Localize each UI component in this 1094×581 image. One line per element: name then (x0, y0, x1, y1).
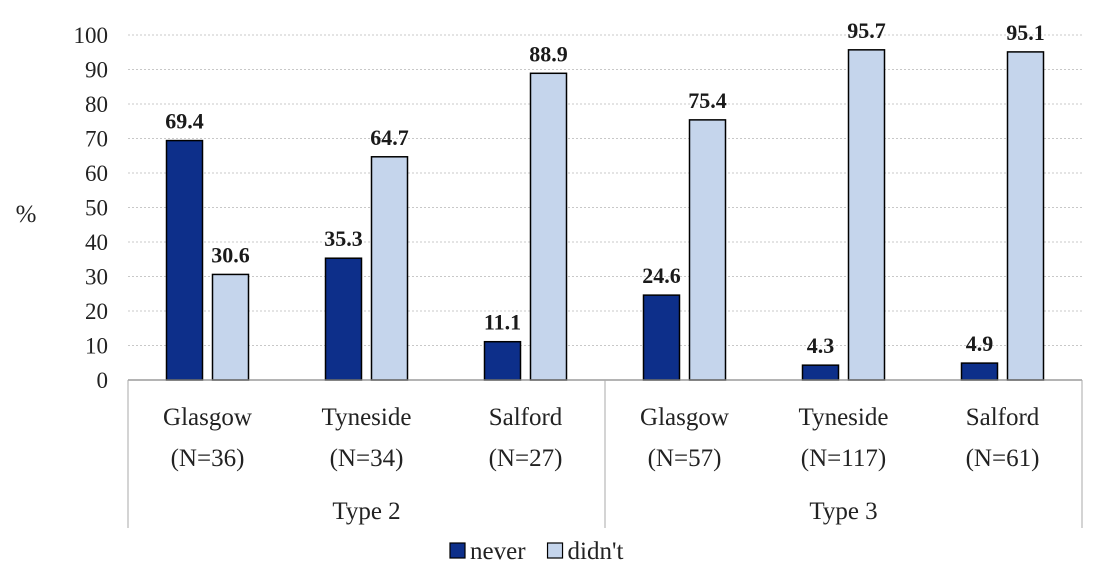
category-labels: Glasgow (N=36) Tyneside (N=34) Salford (N=27)… (163, 404, 1040, 472)
data-label: 24.6 (642, 263, 681, 288)
y-axis-label: % (16, 201, 37, 228)
group-labels: Type 2 Type 3 (332, 498, 877, 525)
category-count: (N=57) (648, 445, 722, 472)
bar-didnt (688, 119, 727, 381)
y-tick-label: 100 (74, 23, 109, 48)
data-label: 95.1 (1006, 20, 1045, 45)
data-label: 64.7 (370, 125, 409, 150)
group-label: Type 3 (809, 498, 877, 525)
legend-swatch (546, 542, 564, 559)
data-label: 4.3 (807, 333, 835, 358)
data-label: 75.4 (688, 88, 727, 113)
category-label: Salford (489, 404, 563, 431)
bar-didnt (847, 49, 886, 381)
bar-never (960, 362, 999, 381)
y-tick-label: 60 (85, 161, 108, 186)
y-tick-label: 40 (85, 230, 108, 255)
group-label: Type 2 (332, 498, 400, 525)
y-tick-label: 50 (85, 196, 108, 221)
category-count: (N=36) (171, 445, 245, 472)
data-label: 88.9 (529, 41, 568, 66)
x-axis (127, 379, 1083, 528)
y-axis-ticks: 0 10 20 30 40 50 60 70 80 90 100 (74, 23, 109, 393)
gridlines (128, 34, 1082, 346)
bar-didnt (529, 72, 568, 381)
category-label: Tyneside (799, 404, 889, 431)
data-label: 4.9 (966, 331, 994, 356)
data-label: 11.1 (484, 310, 521, 335)
bars (165, 49, 1045, 381)
y-tick-label: 90 (85, 58, 108, 83)
data-label: 30.6 (211, 242, 250, 267)
y-tick-label: 20 (85, 299, 108, 324)
bar-never (165, 139, 204, 381)
category-label: Glasgow (640, 404, 729, 431)
bar-didnt (211, 273, 250, 381)
bar-didnt (1006, 51, 1045, 381)
y-tick-label: 70 (85, 127, 108, 152)
category-label: Salford (966, 404, 1040, 431)
data-label: 69.4 (165, 109, 204, 134)
y-tick-label: 80 (85, 92, 108, 117)
category-count: (N=34) (330, 445, 404, 472)
legend-label: never (470, 538, 526, 565)
bar-never (324, 257, 363, 381)
bar-never (483, 340, 522, 381)
bar-never (642, 294, 681, 381)
data-label: 35.3 (324, 226, 363, 251)
y-tick-label: 30 (85, 265, 108, 290)
y-tick-label: 10 (85, 334, 108, 359)
legend-label: didn't (568, 538, 624, 565)
category-label: Glasgow (163, 404, 252, 431)
category-count: (N=117) (801, 445, 886, 472)
legend-swatch (449, 542, 466, 559)
data-label: 95.7 (847, 18, 886, 43)
category-label: Tyneside (322, 404, 412, 431)
y-tick-label: 0 (97, 368, 109, 393)
data-labels: 69.4 30.6 35.3 64.7 11.1 88.9 24.6 75.4 4.3 95.7 4… (165, 18, 1045, 358)
category-count: (N=61) (966, 445, 1040, 472)
bar-never (801, 364, 840, 381)
bar-didnt (370, 156, 409, 381)
legend: never didn't (449, 538, 624, 565)
category-count: (N=27) (489, 445, 563, 472)
